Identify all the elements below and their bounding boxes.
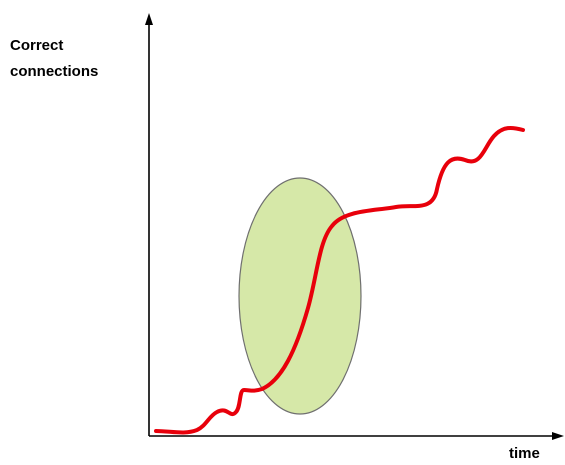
y-axis-arrowhead [145, 13, 153, 25]
x-axis-arrowhead [552, 432, 564, 440]
y-axis-label-line-2: connections [10, 63, 98, 80]
y-axis-label: Correct connections [10, 37, 98, 80]
correct-connections-curve [154, 125, 525, 435]
highlight-ellipse [238, 177, 362, 415]
y-axis-label-line-1: Correct [10, 37, 63, 54]
x-axis-label: time [509, 445, 540, 462]
